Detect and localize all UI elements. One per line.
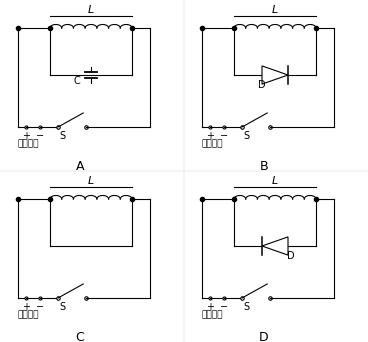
Text: −: − [220,131,228,141]
Text: +: + [22,131,30,141]
Text: S: S [243,131,249,141]
Text: +: + [22,302,30,312]
Text: L: L [88,176,94,186]
Text: S: S [243,302,249,312]
Text: −: − [36,302,44,312]
Text: +: + [206,302,214,312]
Text: B: B [260,160,268,173]
Text: −: − [220,302,228,312]
Text: D: D [287,251,295,261]
Text: L: L [272,5,278,15]
Text: D: D [259,331,269,342]
Text: S: S [59,302,65,312]
Text: +: + [206,131,214,141]
Text: 高压直流: 高压直流 [202,311,223,319]
Polygon shape [262,237,288,255]
Text: C: C [76,331,84,342]
Text: L: L [272,176,278,186]
Text: −: − [36,131,44,141]
Text: 高压直流: 高压直流 [18,140,39,148]
Text: 高压直流: 高压直流 [18,311,39,319]
Text: S: S [59,131,65,141]
Polygon shape [262,66,288,84]
Text: L: L [88,5,94,15]
Text: A: A [76,160,84,173]
Text: 高压直流: 高压直流 [202,140,223,148]
Text: D: D [258,80,266,90]
Text: C: C [74,76,80,86]
